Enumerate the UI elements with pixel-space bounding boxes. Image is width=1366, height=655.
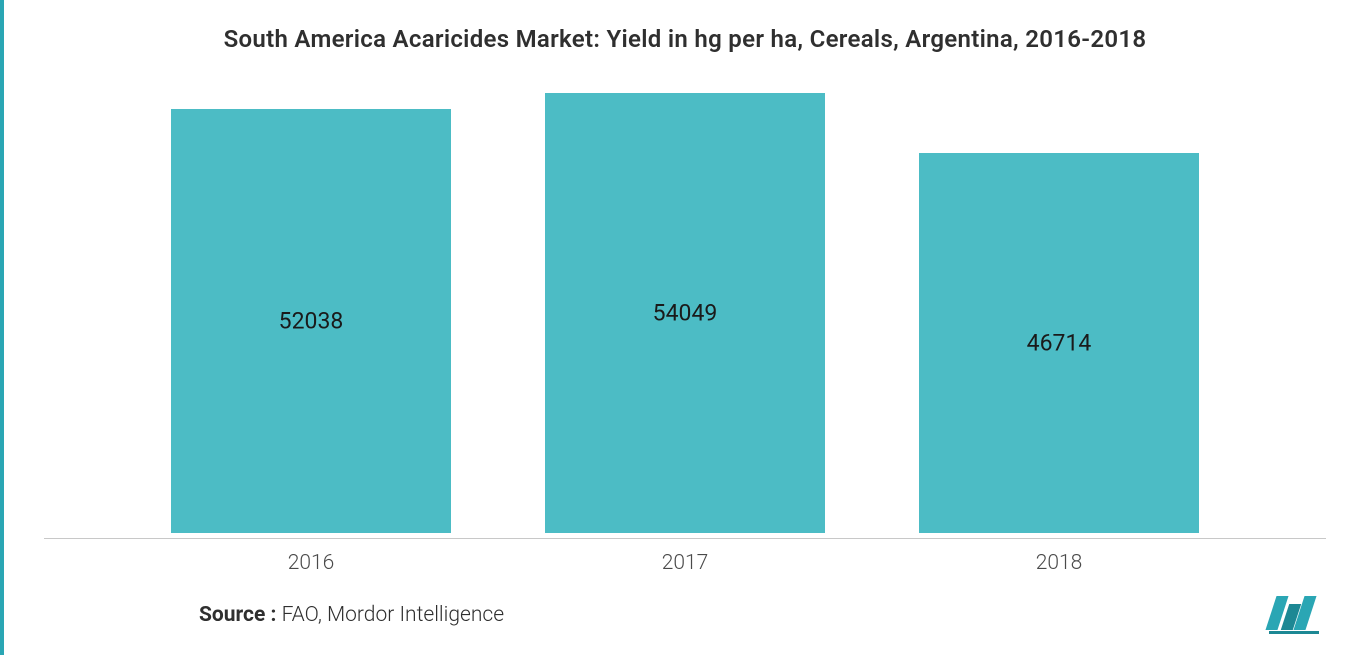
bar-group-2: 46714	[919, 153, 1199, 533]
x-label-0: 2016	[171, 551, 451, 575]
bar-group-0: 52038	[171, 109, 451, 533]
bar-2: 46714	[919, 153, 1199, 533]
source-attribution: Source : FAO, Mordor Intelligence	[199, 603, 504, 627]
bar-group-1: 54049	[545, 93, 825, 533]
chart-plot-area: 52038 54049 46714	[44, 93, 1326, 533]
x-axis: 2016 2017 2018	[44, 538, 1326, 575]
chart-container: South America Acaricides Market: Yield i…	[0, 0, 1366, 655]
bar-value-1: 54049	[653, 300, 718, 327]
bar-value-2: 46714	[1027, 330, 1092, 357]
source-label: Source :	[199, 603, 276, 627]
source-text: FAO, Mordor Intelligence	[276, 603, 504, 627]
bar-1: 54049	[545, 93, 825, 533]
bar-0: 52038	[171, 109, 451, 533]
bar-value-0: 52038	[279, 308, 344, 335]
mordor-logo-icon	[1271, 596, 1311, 630]
x-label-2: 2018	[919, 551, 1199, 575]
chart-title: South America Acaricides Market: Yield i…	[44, 25, 1326, 53]
x-label-1: 2017	[545, 551, 825, 575]
